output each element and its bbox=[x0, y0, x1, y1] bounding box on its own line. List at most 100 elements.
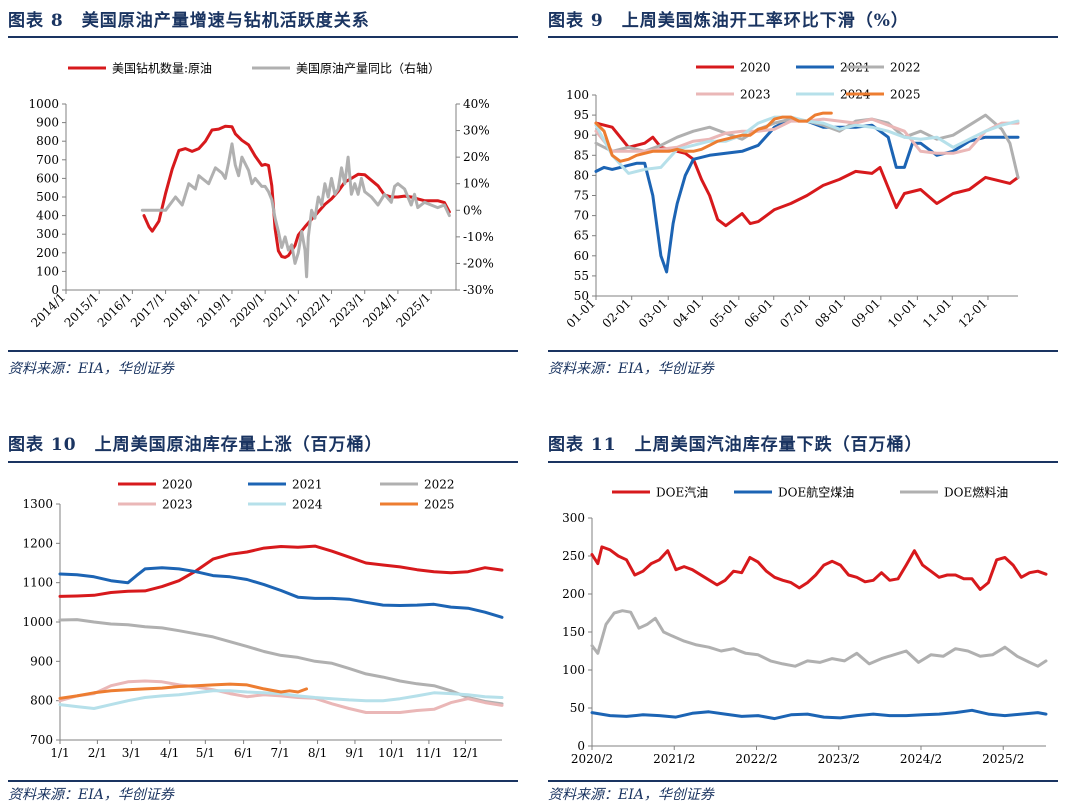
legend-label: 2025 bbox=[424, 498, 455, 512]
x-tick-label: 2025/1 bbox=[393, 290, 433, 330]
chart-svg: 0 50 100 150 200 250 300 2020/2 2021/2 2022/2 2023… bbox=[562, 485, 1048, 766]
series-line-blue bbox=[58, 566, 504, 619]
source-divider bbox=[548, 350, 1058, 352]
x-tick-label: 2025/2 bbox=[982, 752, 1024, 766]
legend-label: 美国原油产量同比（右轴） bbox=[296, 61, 440, 76]
series-line-gray bbox=[140, 142, 451, 279]
x-tick-label: 11/1 bbox=[415, 746, 442, 760]
x-tick-label: 4/1 bbox=[160, 746, 179, 760]
panel-title: 图表 10 上周美国原油库存量上涨（百万桶） bbox=[8, 435, 383, 455]
y-tick-label: 50 bbox=[574, 289, 589, 303]
y-tick-label: 50 bbox=[570, 701, 585, 715]
x-tick-label: 08-01 bbox=[812, 296, 846, 330]
chart-panel-8: 图表 8 美国原油产量增速与钻机活跃度关系 0 100 200 300 400 500 60… bbox=[8, 0, 518, 400]
series-line-gray bbox=[58, 618, 504, 706]
x-tick-label: 2021/2 bbox=[653, 752, 695, 766]
x-tick-label: 7/1 bbox=[270, 746, 289, 760]
y-tick-label: 1300 bbox=[22, 497, 53, 511]
x-tick-label: 2015/1 bbox=[62, 290, 102, 330]
y-right-tick-label: 30% bbox=[463, 124, 490, 138]
x-tick-label: 12/1 bbox=[452, 746, 479, 760]
x-tick-label: 2020/2 bbox=[571, 752, 613, 766]
series-line-orange bbox=[594, 111, 833, 163]
x-tick-label: 12-01 bbox=[956, 296, 990, 330]
y-tick-label: 700 bbox=[36, 153, 59, 167]
panel-title: 图表 9 上周美国炼油开工率环比下滑（%） bbox=[548, 11, 909, 31]
title-divider bbox=[8, 461, 518, 463]
y-tick-label: 200 bbox=[562, 587, 585, 601]
chart-panel-10: 图表 10 上周美国原油库存量上涨（百万桶） 700 800 900 1000 1100… bbox=[8, 428, 518, 808]
y-tick-label: 800 bbox=[36, 134, 59, 148]
series-line-red bbox=[590, 545, 1048, 591]
x-tick-label: 2022/1 bbox=[294, 290, 334, 330]
legend-label: 2022 bbox=[424, 478, 455, 492]
y-tick-label: 500 bbox=[36, 190, 59, 204]
legend-label: 美国钻机数量:原油 bbox=[112, 61, 212, 76]
source-note: 资料来源：EIA，华创证券 bbox=[548, 361, 714, 377]
series-line-lightblue bbox=[58, 689, 504, 710]
panel-title: 图表 8 美国原油产量增速与钻机活跃度关系 bbox=[8, 11, 370, 31]
panel-title: 图表 11 上周美国汽油库存量下跌（百万桶） bbox=[548, 435, 923, 455]
series-line-red bbox=[58, 544, 504, 598]
chart-panel-11: 图表 11 上周美国汽油库存量下跌（百万桶） 0 50 100 150 200 250 30… bbox=[548, 428, 1058, 808]
y-right-tick-label: -20% bbox=[463, 256, 494, 270]
x-tick-label: 2021/1 bbox=[261, 290, 301, 330]
source-divider bbox=[8, 350, 518, 352]
y-tick-label: 700 bbox=[30, 733, 53, 747]
x-tick-label: 8/1 bbox=[308, 746, 327, 760]
series-line-orange bbox=[58, 682, 308, 700]
y-tick-label: 90 bbox=[574, 128, 589, 142]
y-right-tick-label: 10% bbox=[463, 177, 490, 191]
x-tick-label: 03-01 bbox=[636, 296, 670, 330]
y-tick-label: 0 bbox=[577, 739, 585, 753]
x-tick-label: 2024/2 bbox=[900, 752, 942, 766]
y-tick-label: 800 bbox=[30, 694, 53, 708]
legend-label: 2021 bbox=[292, 478, 323, 492]
y-tick-label: 900 bbox=[36, 116, 59, 130]
x-tick-label: 2018/1 bbox=[161, 290, 201, 330]
y-right-tick-label: 0% bbox=[463, 203, 482, 217]
y-tick-label: 1000 bbox=[28, 97, 59, 111]
y-tick-label: 0 bbox=[51, 283, 59, 297]
legend-label: 2024 bbox=[292, 498, 323, 512]
source-divider bbox=[548, 780, 1058, 782]
x-tick-label: 2019/1 bbox=[194, 290, 234, 330]
x-tick-label: 11-01 bbox=[920, 296, 954, 330]
x-tick-label: 3/1 bbox=[122, 746, 141, 760]
y-tick-label: 1100 bbox=[22, 576, 53, 590]
y-tick-label: 600 bbox=[36, 171, 59, 185]
x-tick-label: 10-01 bbox=[885, 296, 919, 330]
legend-label: 2025 bbox=[890, 88, 921, 102]
source-note: 资料来源：EIA，华创证券 bbox=[8, 787, 174, 803]
y-tick-label: 75 bbox=[574, 189, 589, 203]
y-tick-label: 100 bbox=[566, 88, 589, 102]
x-tick-label: 02-01 bbox=[599, 296, 633, 330]
y-tick-label: 200 bbox=[36, 246, 59, 260]
title-divider bbox=[8, 36, 518, 38]
chart-svg: 0 100 200 300 400 500 600 700 800 900 1000 -30% -20%… bbox=[28, 61, 494, 330]
legend-label: DOE汽油 bbox=[656, 485, 708, 500]
source-note: 资料来源：EIA，华创证券 bbox=[548, 787, 714, 803]
source-divider bbox=[8, 780, 518, 782]
series-line-blue bbox=[590, 708, 1048, 721]
x-tick-label: 2017/1 bbox=[128, 290, 168, 330]
chart-svg: 700 800 900 1000 1100 1200 1300 1/1 2/1 3/1 4/1 5/1… bbox=[22, 478, 504, 760]
x-tick-label: 09-01 bbox=[849, 296, 883, 330]
x-tick-label: 2/1 bbox=[88, 746, 107, 760]
y-right-tick-label: -30% bbox=[463, 283, 494, 297]
y-tick-label: 1200 bbox=[22, 536, 53, 550]
x-tick-label: 2014/1 bbox=[28, 290, 68, 330]
y-tick-label: 250 bbox=[562, 549, 585, 563]
x-tick-label: 05-01 bbox=[707, 296, 741, 330]
legend-label: 2023 bbox=[740, 88, 771, 102]
y-tick-label: 100 bbox=[562, 663, 585, 677]
x-tick-label: 9/1 bbox=[345, 746, 364, 760]
source-note: 资料来源：EIA，华创证券 bbox=[8, 361, 174, 377]
y-tick-label: 300 bbox=[36, 227, 59, 241]
x-tick-label: 2024/1 bbox=[360, 290, 400, 330]
series-line-gray bbox=[590, 609, 1048, 668]
x-tick-label: 1/1 bbox=[50, 746, 69, 760]
x-tick-label: 2020/1 bbox=[228, 290, 268, 330]
chart-panel-9: 图表 9 上周美国炼油开工率环比下滑（%） 50 55 60 65 70 75 80 85 90… bbox=[548, 0, 1058, 400]
y-tick-label: 400 bbox=[36, 209, 59, 223]
